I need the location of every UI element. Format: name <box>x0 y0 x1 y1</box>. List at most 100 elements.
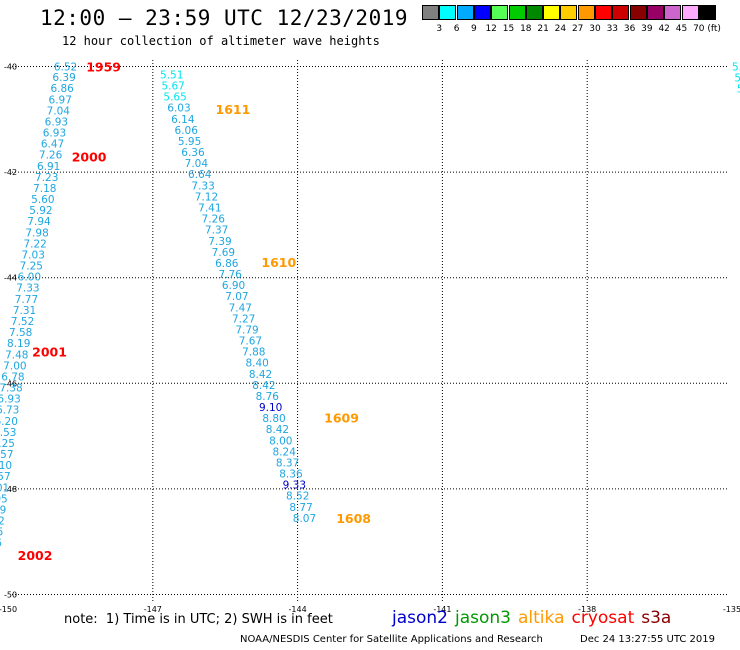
legend-label: 27 <box>571 24 584 34</box>
wave-height-value: 6.78 <box>1 371 24 383</box>
wave-height-value: 7.03 <box>22 249 45 261</box>
wave-height-value: 6.47 <box>41 139 64 151</box>
satellite-name-jason2: jason2 <box>392 608 448 628</box>
wave-height-value: 6.97 <box>49 94 72 106</box>
legend-label: 39 <box>641 24 653 34</box>
legend-swatch <box>646 5 664 20</box>
wave-height-value: 5.75 <box>734 73 740 85</box>
graticule <box>12 60 728 601</box>
wave-height-value: 8.42 <box>249 369 272 381</box>
legend-label: 9 <box>471 24 477 34</box>
altimeter-tracks: 6.526.396.866.977.046.936.936.477.266.91… <box>0 60 740 563</box>
wave-height-value: 6.05 <box>0 493 8 505</box>
wave-height-value: 7.00 <box>3 360 26 372</box>
legend-label: 6 <box>453 24 460 34</box>
axis-labels: -40 -42 -44 -46 -48 -50 -150 -147 -144 -141 -138 -1… <box>0 63 740 614</box>
legend-label: 33 <box>606 24 619 34</box>
wave-height-value: 8.00 <box>269 435 292 447</box>
wave-height-value: 7.12 <box>195 191 218 203</box>
units-note: note: 1) Time is in UTC; 2) SWH is in fe… <box>64 612 333 627</box>
legend-swatch <box>612 5 630 20</box>
track-east: 5.285.755.95. <box>732 62 740 107</box>
legend-label: 18 <box>520 24 532 34</box>
wave-height-value: 6.36 <box>181 147 205 159</box>
wave-height-value: 5.51 <box>160 69 183 81</box>
wave-height-value: 6.64 <box>188 169 212 181</box>
legend-swatch <box>595 5 612 20</box>
latitude-tick-label: -48 <box>4 485 17 494</box>
wave-height-value: 6.86 <box>215 258 239 270</box>
pass-time-label: 1609 <box>324 411 359 426</box>
wave-height-value: 8.24 <box>273 446 297 458</box>
legend-swatch <box>681 5 699 20</box>
track-central: 5.515.675.656.036.146.065.956.367.046.64… <box>160 69 371 525</box>
wave-height-value: 8.52 <box>286 491 309 503</box>
wave-height-value: 7.31 <box>13 305 36 317</box>
wave-height-value: 9.33 <box>283 480 306 492</box>
legend-swatch <box>629 5 647 20</box>
wave-height-value: 7.57 <box>0 449 14 461</box>
wave-height-value: 6.86 <box>50 83 74 95</box>
wave-height-value: 6.20 <box>0 416 18 428</box>
satellite-name-cryosat: cryosat <box>571 608 635 628</box>
wave-height-value: 8.80 <box>262 413 285 425</box>
wave-height-value: 6.52 <box>54 62 77 74</box>
wave-height-value: 6.90 <box>222 280 245 292</box>
satellite-name-altika: altika <box>518 608 565 628</box>
wave-height-value: 7.41 <box>198 203 221 215</box>
longitude-tick-label: -144 <box>289 605 307 614</box>
legend-swatch <box>560 5 578 20</box>
wave-height-value: 7.94 <box>27 216 51 228</box>
wave-height-value: 8.36 <box>279 469 303 481</box>
wave-height-value: 5.95 <box>178 136 201 148</box>
wave-height-value: 8.10 <box>0 460 12 472</box>
legend-swatch <box>491 5 509 20</box>
pass-time-label: 1608 <box>336 511 371 526</box>
wave-height-value: 7.04 <box>47 105 71 117</box>
wave-height-value: 7.48 <box>5 349 28 361</box>
chart-title: 12:00 – 23:59 UTC 12/23/2019 <box>40 6 409 30</box>
pass-time-label: 1610 <box>261 255 296 270</box>
wave-height-value: 7.33 <box>16 283 39 295</box>
legend-swatch <box>422 5 439 20</box>
wave-height-value: 7.52 <box>11 316 34 328</box>
wave-height-value: 5.28 <box>732 62 740 74</box>
wave-height-value: 6.93 <box>43 128 66 140</box>
legend-unit: (ft) <box>707 24 721 34</box>
wave-height-value: 6.39 <box>52 72 75 84</box>
legend-label: 36 <box>623 24 636 34</box>
latitude-tick-label: -44 <box>4 274 17 283</box>
wave-height-value: 7.23 <box>35 172 58 184</box>
legend-label: 30 <box>589 24 601 34</box>
wave-height-value: 6.93 <box>0 394 21 406</box>
wave-height-value: 7.38 <box>0 383 23 395</box>
wave-height-value: 7.29 <box>0 504 6 516</box>
wave-height-value: 8.40 <box>245 358 268 370</box>
pass-time-label: 1959 <box>86 60 121 75</box>
wave-height-value: 7.77 <box>15 294 38 306</box>
wave-height-value: 6.14 <box>171 114 195 126</box>
wave-height-value: 8.07 <box>293 513 316 525</box>
wave-height-value: 5.67 <box>161 81 184 93</box>
wave-height-value: 8.12 <box>0 516 5 528</box>
wave-height-value: 7.98 <box>25 227 48 239</box>
wave-height-value: 6.53 <box>0 427 16 439</box>
legend-swatch <box>698 5 716 20</box>
wave-height-value: 7.01 <box>0 482 9 494</box>
wave-height-value: 5.9 <box>737 84 740 96</box>
satellite-name-jason3: jason3 <box>455 608 511 628</box>
pass-time-label: 2000 <box>72 149 107 164</box>
wave-height-value: 7.76 <box>218 269 242 281</box>
legend-swatch <box>664 5 682 20</box>
satellite-legend: jason2 jason3 altika cryosat s3a <box>392 608 678 628</box>
legend-swatch <box>525 5 543 20</box>
wave-height-value: 7.88 <box>242 347 265 359</box>
wave-height-value: 7.96 <box>0 538 2 550</box>
satellite-name-s3a: s3a <box>641 608 672 628</box>
wave-height-value: 7.47 <box>229 302 252 314</box>
wave-height-value: 6.91 <box>37 161 60 173</box>
track-west: 6.526.396.866.977.046.936.936.477.266.91… <box>0 60 121 563</box>
pass-time-label: 2001 <box>32 345 67 360</box>
wave-height-value: 7.25 <box>0 438 15 450</box>
legend-label: 42 <box>658 24 670 34</box>
